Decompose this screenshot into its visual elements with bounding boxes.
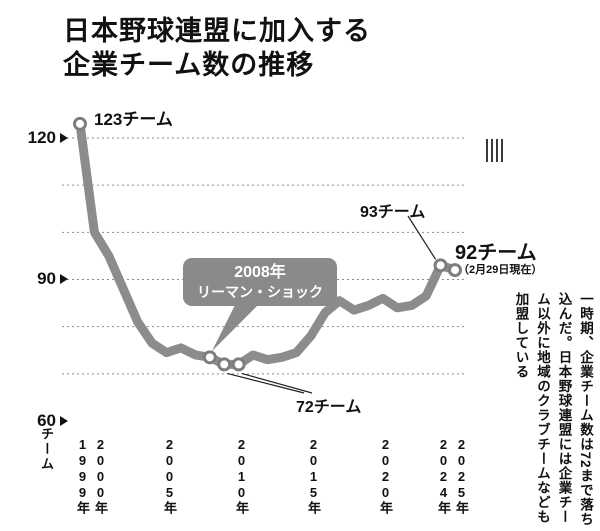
y-axis-tick-120: 120 (18, 127, 68, 149)
x-axis-label-2000: 2000年 (93, 437, 108, 515)
tick-arrow-icon (60, 274, 68, 284)
data-point-marker (231, 357, 246, 372)
data-point-marker (447, 263, 462, 278)
current-value-label: 92チーム (455, 242, 537, 264)
data-point-marker (73, 116, 87, 131)
trend-line (75, 119, 460, 369)
lehman-shock-callout: 2008年 リーマン・ショック (183, 258, 337, 306)
y-tick-label: 60 (37, 411, 56, 430)
callout-text: リーマン・ショック (197, 284, 323, 300)
trough-leader-line (241, 372, 313, 394)
y-axis-tick-90: 90 (18, 268, 68, 290)
page-marker-icon (486, 139, 503, 162)
tick-arrow-icon (60, 133, 68, 143)
x-axis-label-2024: 2024年 (436, 437, 451, 515)
tick-arrow-icon (60, 416, 68, 426)
current-value-note: （2月29日現在） (458, 264, 543, 276)
y-axis-unit: チーム (39, 427, 54, 472)
chart-title-line1: 日本野球連盟に加入する (63, 16, 371, 46)
y-axis-tick-60: 60 (18, 410, 68, 432)
prev-value-label: 93チーム (360, 204, 426, 221)
data-point-marker (202, 350, 217, 365)
callout-year: 2008年 (234, 264, 286, 281)
x-axis-label-2010: 2010年 (234, 437, 249, 515)
x-axis-label-2005: 2005年 (162, 437, 177, 515)
prev-leader-line (407, 215, 437, 260)
x-axis-label-2020: 2020年 (378, 437, 393, 515)
chart-title: 日本野球連盟に加入する 企業チーム数の推移 (63, 14, 371, 82)
data-point-marker (433, 258, 448, 273)
x-axis-label-2025: 2025年 (454, 437, 469, 515)
callout-arrow (211, 303, 260, 352)
trough-value-label: 72チーム (296, 399, 362, 416)
peak-value-label: 123チーム (94, 110, 173, 129)
x-axis-label-1999: 1999年 (75, 437, 90, 515)
x-axis-label-2015: 2015年 (306, 437, 321, 515)
side-note-text: 一時期、企業チーム数は72まで落ち込んだ。日本野球連盟には企業チーム以外に地域の… (513, 292, 594, 527)
chart-title-line2: 企業チーム数の推移 (63, 50, 315, 80)
data-point-marker (217, 357, 232, 372)
y-tick-label: 120 (27, 128, 56, 147)
y-tick-label: 90 (37, 269, 56, 288)
trough-leader-line (227, 372, 305, 394)
